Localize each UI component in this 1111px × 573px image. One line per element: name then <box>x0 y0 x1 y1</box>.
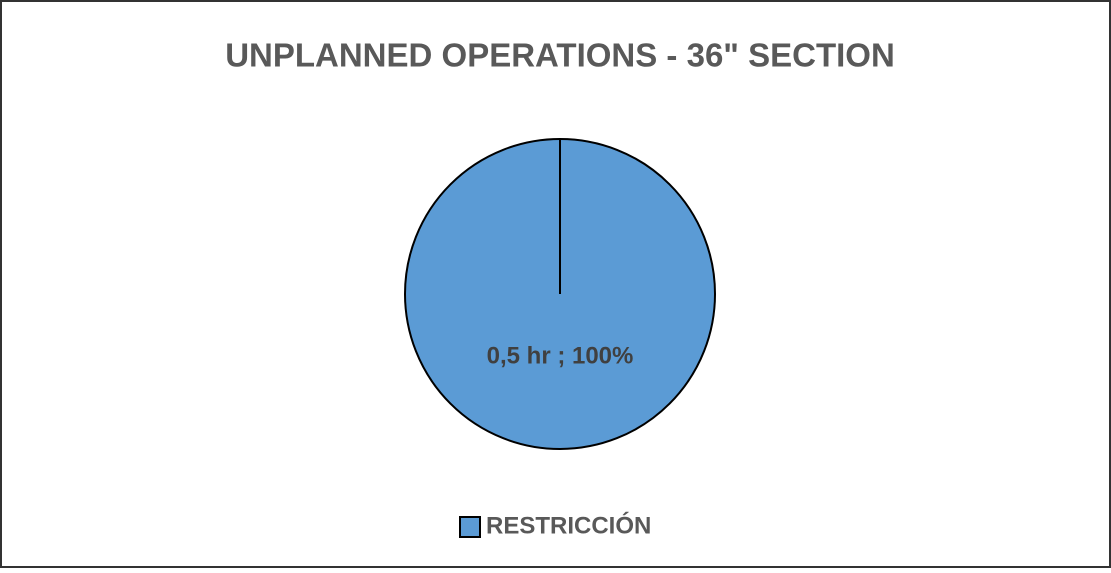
legend-swatch <box>459 516 481 538</box>
data-label: 0,5 hr ; 100% <box>487 342 634 369</box>
legend-label: RESTRICCIÓN <box>486 511 651 539</box>
chart-title: UNPLANNED OPERATIONS - 36" SECTION <box>225 37 895 74</box>
